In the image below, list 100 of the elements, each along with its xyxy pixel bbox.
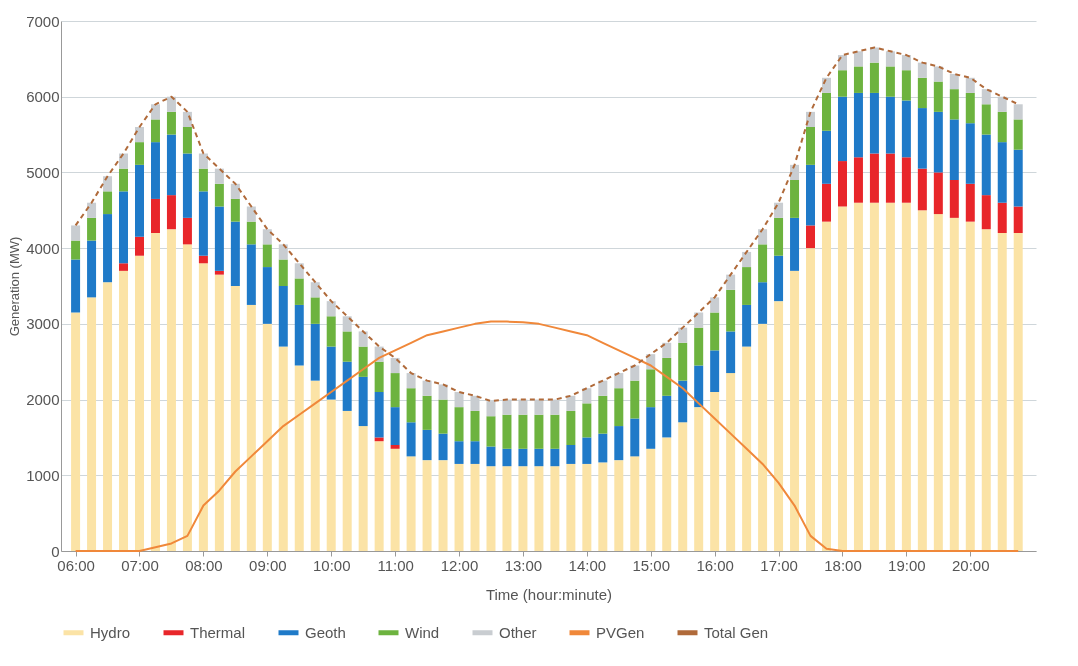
bar	[901, 55, 911, 71]
bar	[422, 395, 432, 430]
bar	[150, 104, 160, 120]
bar	[374, 441, 384, 551]
bar	[885, 96, 895, 154]
bar	[246, 206, 256, 222]
bar	[1013, 233, 1023, 551]
bar	[949, 89, 959, 120]
bar	[742, 304, 752, 347]
bar	[214, 206, 224, 271]
bar	[374, 361, 384, 392]
bar	[342, 410, 352, 551]
bar	[949, 180, 959, 218]
bar	[422, 460, 432, 551]
bar	[103, 214, 113, 283]
bar	[518, 466, 528, 551]
bar	[885, 153, 895, 203]
bar	[822, 77, 831, 93]
legend-label: Geoth	[305, 623, 346, 641]
bar	[422, 429, 432, 461]
bar	[87, 297, 97, 551]
y-tick-label: 3000	[26, 315, 60, 333]
bar	[182, 111, 192, 127]
legend-label: Other	[499, 623, 537, 641]
bar	[694, 327, 704, 366]
bar	[262, 244, 272, 268]
bar	[646, 407, 656, 449]
y-tick-label: 1000	[26, 466, 60, 484]
bar	[103, 282, 113, 551]
bar	[774, 217, 784, 256]
bar	[342, 361, 352, 411]
bar	[326, 399, 336, 551]
bar	[230, 221, 240, 286]
bar	[518, 414, 528, 449]
bar	[150, 142, 160, 199]
bar	[119, 153, 129, 169]
bar	[119, 168, 129, 192]
bar	[166, 134, 176, 196]
bar	[710, 312, 720, 351]
bar	[710, 350, 720, 392]
bar	[470, 463, 480, 551]
bar	[646, 369, 656, 408]
x-tick-label: 20:00	[952, 556, 990, 574]
bar	[566, 445, 576, 464]
bar	[582, 463, 592, 551]
bar	[933, 172, 943, 215]
bar	[326, 301, 336, 317]
bar	[662, 437, 672, 551]
bar	[87, 202, 97, 218]
x-tick-label: 16:00	[696, 556, 734, 574]
bar	[742, 267, 752, 305]
bar	[742, 251, 752, 268]
bar	[71, 259, 81, 313]
bar	[294, 304, 304, 366]
bar	[502, 448, 512, 467]
x-tick-label: 17:00	[760, 556, 798, 574]
bar	[550, 414, 560, 449]
bar	[454, 463, 464, 551]
bar	[87, 240, 97, 298]
bar	[933, 214, 943, 551]
bar	[502, 466, 512, 551]
bar	[518, 448, 528, 467]
bar	[71, 240, 81, 260]
bar	[598, 433, 608, 463]
bar	[230, 183, 240, 199]
bar	[326, 346, 336, 400]
bar	[646, 448, 656, 551]
bar	[726, 331, 736, 374]
bar	[166, 111, 176, 135]
bar	[438, 460, 448, 551]
x-tick-label: 10:00	[312, 556, 351, 574]
bar	[981, 134, 991, 196]
bar	[885, 66, 895, 97]
bar	[614, 426, 624, 461]
bar	[342, 331, 352, 362]
bar	[406, 456, 416, 551]
x-tick-label: 18:00	[824, 556, 862, 574]
bar	[262, 267, 272, 324]
bar	[614, 388, 624, 427]
bar	[981, 229, 991, 551]
bar	[774, 255, 784, 302]
bar	[949, 74, 959, 90]
bar	[358, 331, 368, 347]
bar	[678, 422, 688, 551]
bar	[662, 357, 672, 396]
bar	[438, 384, 448, 400]
bar	[71, 312, 81, 551]
bar	[119, 263, 129, 271]
bar	[662, 395, 672, 438]
bar	[726, 289, 736, 332]
bar	[869, 153, 879, 203]
bar	[837, 96, 847, 162]
bar	[758, 323, 768, 551]
bar	[997, 111, 1007, 143]
bar	[917, 210, 927, 551]
bar	[949, 119, 959, 180]
y-tick-label: 6000	[26, 88, 60, 106]
bar	[901, 202, 911, 551]
legend-label: Total Gen	[704, 623, 769, 641]
bar	[678, 380, 688, 423]
